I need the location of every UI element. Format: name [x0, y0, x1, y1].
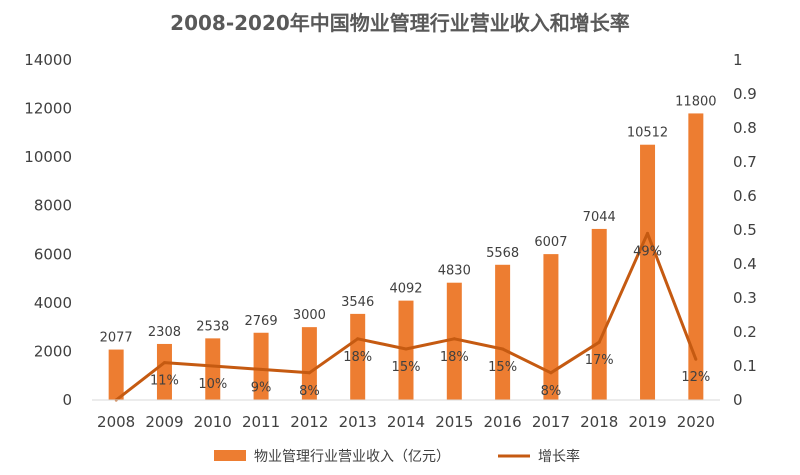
bar-label-2016: 5568 — [486, 246, 519, 261]
growth-label-2013: 18% — [343, 350, 372, 365]
chart-title: 2008-2020年中国物业管理行业营业收入和增长率 — [170, 11, 630, 35]
right-y-tick: 0.1 — [733, 357, 757, 375]
growth-label-2016: 15% — [488, 360, 517, 375]
right-y-tick: 0.9 — [733, 85, 757, 103]
bar-label-2012: 3000 — [293, 308, 326, 323]
left-y-axis: 0 2000 4000 6000 8000 10000 12000 14000 — [24, 51, 72, 409]
right-y-tick: 0 — [733, 391, 743, 409]
bar-2013 — [350, 313, 366, 400]
right-y-tick: 0.4 — [733, 255, 757, 273]
x-axis: 2008 2009 2010 2011 2012 2013 2014 2015 2016 2017… — [92, 399, 720, 431]
bar-2018 — [591, 228, 607, 400]
growth-point-2015 — [452, 337, 456, 341]
growth-point-2016 — [501, 347, 505, 351]
x-tick-2013: 2013 — [339, 413, 377, 431]
bar-label-2009: 2308 — [148, 325, 181, 340]
growth-point-2019 — [646, 231, 650, 235]
line-series — [114, 231, 698, 402]
left-y-tick: 10000 — [24, 148, 72, 166]
right-y-tick: 0.3 — [733, 289, 757, 307]
bar-label-2018: 7044 — [583, 210, 616, 225]
growth-label-2017: 8% — [541, 384, 562, 399]
bar-2012 — [301, 327, 317, 400]
left-y-tick: 14000 — [24, 51, 72, 69]
bar-data-labels: 2077 2308 2538 2769 3000 3546 4092 4830 5568 6007… — [100, 94, 717, 345]
growth-label-2011: 9% — [251, 380, 272, 395]
bar-2017 — [543, 254, 559, 400]
x-tick-2020: 2020 — [677, 413, 715, 431]
x-tick-2008: 2008 — [97, 413, 135, 431]
bar-2011 — [253, 332, 269, 400]
bar-label-2008: 2077 — [100, 331, 133, 346]
right-y-axis: 0 0.1 0.2 0.3 0.4 0.5 0.6 0.7 0.8 0.9 1 — [733, 51, 757, 409]
left-y-tick: 4000 — [34, 294, 72, 312]
bar-label-2019: 10512 — [627, 126, 668, 141]
bar-label-2013: 3546 — [341, 295, 374, 310]
bar-label-2010: 2538 — [196, 319, 229, 334]
x-tick-2017: 2017 — [532, 413, 570, 431]
bar-label-2017: 6007 — [534, 235, 567, 250]
x-tick-2010: 2010 — [194, 413, 232, 431]
growth-label-2009: 11% — [150, 374, 179, 389]
bar-2010 — [205, 338, 221, 400]
growth-label-2012: 8% — [299, 384, 320, 399]
left-y-tick: 6000 — [34, 245, 72, 263]
growth-point-2018 — [597, 340, 601, 344]
growth-point-2012 — [307, 371, 311, 375]
right-y-tick: 0.8 — [733, 119, 757, 137]
growth-point-2017 — [549, 371, 553, 375]
left-y-tick: 8000 — [34, 197, 72, 215]
line-data-labels: 11% 10% 9% 8% 18% 15% 18% 15% 8% 17% 49% 12% — [150, 244, 710, 398]
x-tick-2012: 2012 — [290, 413, 328, 431]
growth-label-2014: 15% — [392, 360, 421, 375]
growth-label-2010: 10% — [198, 377, 227, 392]
growth-point-2011 — [259, 367, 263, 371]
x-tick-2015: 2015 — [435, 413, 473, 431]
bar-2016 — [495, 264, 511, 400]
x-tick-2019: 2019 — [628, 413, 666, 431]
bar-2019 — [640, 144, 656, 400]
x-tick-2018: 2018 — [580, 413, 618, 431]
bar-2008 — [108, 349, 124, 400]
growth-point-2010 — [211, 364, 215, 368]
x-tick-2014: 2014 — [387, 413, 425, 431]
bar-label-2011: 2769 — [245, 314, 278, 329]
right-y-tick: 1 — [733, 51, 743, 69]
right-y-tick: 0.6 — [733, 187, 757, 205]
growth-label-2018: 17% — [585, 353, 614, 368]
right-y-tick: 0.2 — [733, 323, 757, 341]
growth-label-2015: 18% — [440, 350, 469, 365]
bar-2015 — [446, 282, 462, 400]
legend: 物业管理行业营业收入（亿元） 增长率 — [214, 448, 580, 465]
left-y-tick: 12000 — [24, 100, 72, 118]
growth-label-2019: 49% — [633, 244, 662, 259]
bar-2020 — [688, 113, 704, 400]
left-y-tick: 0 — [62, 391, 72, 409]
legend-line-label: 增长率 — [538, 448, 580, 465]
bar-label-2014: 4092 — [389, 282, 422, 297]
x-tick-2016: 2016 — [484, 413, 522, 431]
growth-label-2020: 12% — [681, 370, 710, 385]
x-tick-2011: 2011 — [242, 413, 280, 431]
bar-2009 — [156, 343, 172, 400]
growth-point-2013 — [356, 337, 360, 341]
bar-label-2015: 4830 — [438, 264, 471, 279]
growth-point-2020 — [694, 357, 698, 361]
x-tick-2009: 2009 — [145, 413, 183, 431]
growth-point-2014 — [404, 347, 408, 351]
bar-series — [108, 113, 704, 400]
right-y-tick: 0.5 — [733, 221, 757, 239]
growth-point-2009 — [162, 361, 166, 365]
right-y-tick: 0.7 — [733, 153, 757, 171]
bar-label-2020: 11800 — [675, 94, 716, 109]
legend-bar-swatch — [214, 450, 246, 461]
left-y-tick: 2000 — [34, 342, 72, 360]
legend-bar-label: 物业管理行业营业收入（亿元） — [254, 449, 450, 465]
